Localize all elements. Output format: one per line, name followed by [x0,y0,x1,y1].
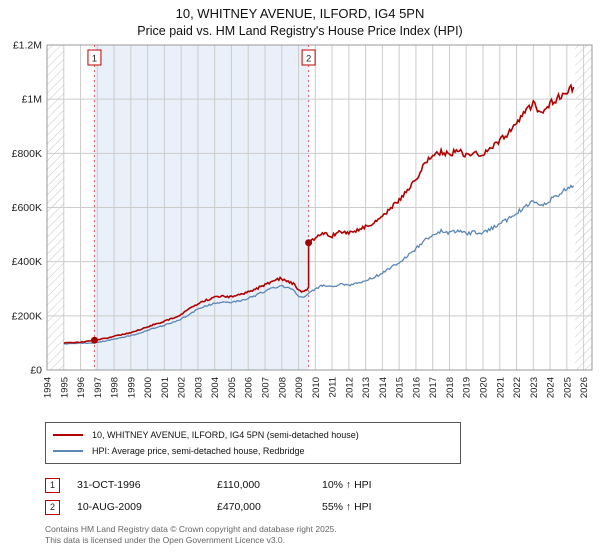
y-axis-tick-label: £1.2M [13,40,42,52]
x-axis-tick-label: 2001 [160,377,171,398]
hpi-series-line [63,184,575,345]
y-axis-tick-label: £0 [30,365,42,377]
sale-number-label: 1 [92,54,97,65]
x-axis-tick-label: 2010 [311,377,322,398]
x-axis-tick-label: 2002 [177,377,188,398]
x-axis-tick-label: 2012 [344,377,355,398]
x-axis-tick-label: 2017 [428,377,439,398]
legend-row: HPI: Average price, semi-detached house,… [53,443,453,459]
sale-price: £110,000 [217,479,261,491]
x-axis-tick-label: 2016 [411,377,422,398]
x-axis-tick-label: 1996 [76,377,87,398]
sale-num: 2 [45,499,60,515]
copyright-footer: Contains HM Land Registry data © Crown c… [45,524,600,546]
property-price-series-line [63,83,575,344]
x-axis-tick-label: 2000 [143,377,154,398]
sale-number-box [87,49,102,66]
y-axis-tick-label: £600K [12,202,42,214]
x-axis-tick-label: 2004 [210,377,221,398]
x-axis-tick-label: 2018 [445,377,456,398]
x-axis-tick-label: 2015 [395,377,406,398]
y-axis-tick-label: £200K [12,310,42,322]
x-axis-tick-label: 2014 [378,377,389,398]
price-history-chart: 1 2 £0 £200K £400K £600K £800K £1M £1.2M 1994 1995… [12,40,593,398]
x-axis-tick-label: 2023 [529,377,540,398]
x-axis-tick-label: 2005 [227,377,238,398]
legend-line-swatch [53,434,83,436]
y-axis-tick-label: £400K [12,256,42,268]
x-axis-tick-label: 1998 [110,377,121,398]
sale-num: 1 [45,477,60,493]
sale-hpi: 10% ↑ HPI [322,479,372,491]
page-subtitle: Price paid vs. HM Land Registry's House … [137,24,463,38]
x-axis-tick-label: 2011 [328,377,339,397]
sale-annotation-row: 1 31-OCT-1996 £110,000 10% ↑ HPI [45,474,600,496]
x-axis-tick-label: 2024 [546,377,557,398]
y-axis-tick-label: £800K [12,148,42,160]
x-axis-tick-label: 2007 [261,377,272,398]
footer-line-1: Contains HM Land Registry data © Crown c… [45,524,337,534]
x-axis-tick-label: 2025 [562,377,573,398]
x-axis-tick-label: 2019 [462,377,473,398]
x-axis-tick-label: 2013 [361,377,372,398]
sale-number-label: 2 [306,54,311,65]
plot-border [46,44,593,371]
chart-legend: 10, WHITNEY AVENUE, ILFORD, IG4 5PN (sem… [45,422,461,464]
sale-marker [90,336,98,344]
x-axis-tick-label: 1999 [126,377,137,398]
sale-date: 31-OCT-1996 [77,479,141,491]
x-axis-tick-label: 2020 [479,377,490,398]
legend-label: 10, WHITNEY AVENUE, ILFORD, IG4 5PN (sem… [92,430,359,440]
sale-annotations: 1 31-OCT-1996 £110,000 10% ↑ HPI 2 10-AUG-200… [45,474,600,518]
sale-hpi: 55% ↑ HPI [322,501,372,513]
x-axis-tick-label: 2021 [495,377,506,398]
y-axis-tick-label: £1M [22,94,42,106]
x-axis-tick-label: 2009 [294,377,305,398]
sale-marker [305,239,313,247]
x-axis-tick-label: 2006 [244,377,255,398]
x-axis-tick-label: 2003 [193,377,204,398]
sale-number-box [301,49,316,66]
x-axis-tick-label: 1995 [59,377,70,398]
legend-row: 10, WHITNEY AVENUE, ILFORD, IG4 5PN (sem… [53,427,453,443]
x-axis-tick-label: 2026 [579,377,590,398]
sale-price: £470,000 [217,501,261,513]
sale-date: 10-AUG-2009 [77,501,142,513]
x-axis-tick-label: 2022 [512,377,523,398]
sale-annotation-row: 2 10-AUG-2009 £470,000 55% ↑ HPI [45,496,600,518]
x-axis-tick-label: 1997 [93,377,104,398]
page-title: 10, WHITNEY AVENUE, ILFORD, IG4 5PN [175,6,425,21]
x-axis-tick-label: 1994 [43,377,54,398]
legend-label: HPI: Average price, semi-detached house,… [92,446,305,456]
x-axis-tick-label: 2008 [277,377,288,398]
legend-line-swatch [53,450,83,452]
footer-line-2: This data is licensed under the Open Gov… [45,535,286,546]
